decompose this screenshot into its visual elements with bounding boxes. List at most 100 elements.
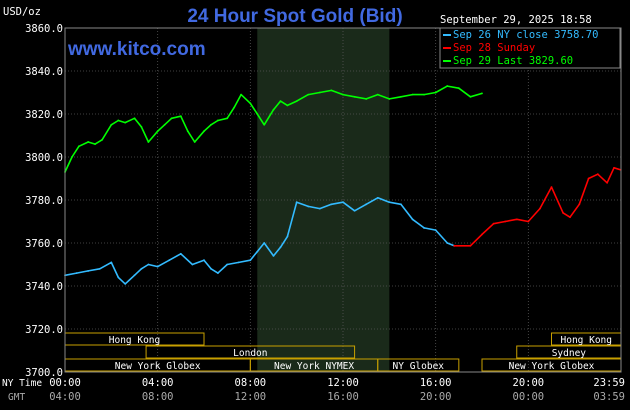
series-point — [353, 95, 356, 98]
x-tick-label-gmt: 12:00 — [235, 391, 267, 403]
series-point — [492, 222, 495, 225]
series-point — [606, 181, 608, 184]
series-point — [307, 93, 310, 96]
series-point — [140, 267, 143, 270]
series-point — [240, 93, 242, 96]
session-label: London — [233, 348, 267, 359]
series-point — [168, 259, 171, 262]
series-point — [481, 92, 483, 95]
series-point — [411, 93, 414, 96]
series-point — [457, 87, 460, 90]
site-watermark: www.kitco.com — [67, 39, 206, 60]
session-label: NY Globex — [393, 361, 445, 372]
y-tick-label: 3840.0 — [25, 66, 63, 78]
series-point — [87, 141, 90, 143]
series-point — [156, 130, 159, 133]
series-point — [578, 203, 581, 206]
y-unit-label: USD/oz — [3, 6, 41, 18]
series-point — [527, 220, 530, 223]
series-point — [423, 93, 425, 96]
x-row-label-nytime: NY Time — [2, 378, 42, 389]
x-tick-label-ny: 20:00 — [513, 377, 545, 389]
session-box — [377, 358, 460, 372]
series-point — [226, 117, 229, 120]
series-point — [365, 203, 368, 206]
series-point — [110, 123, 113, 126]
series-point — [446, 242, 449, 244]
series-point — [263, 242, 266, 244]
series-point — [193, 141, 196, 143]
series-point — [179, 115, 182, 118]
series-point — [318, 207, 321, 210]
series-point — [256, 250, 259, 253]
series-point — [249, 102, 252, 105]
series-point — [217, 272, 219, 274]
x-tick-label-gmt: 20:00 — [420, 391, 452, 403]
series-point — [279, 100, 282, 102]
series-point — [170, 117, 173, 120]
series-point — [469, 95, 472, 98]
series-point — [353, 209, 356, 212]
series-point — [179, 252, 182, 255]
series-point — [147, 141, 150, 143]
x-tick-label-ny: 23:59 — [593, 377, 625, 389]
series-point — [98, 267, 101, 270]
series-point — [117, 119, 120, 122]
series-point — [124, 282, 127, 285]
series-point — [249, 259, 252, 262]
x-tick-label-ny: 16:00 — [420, 377, 452, 389]
y-tick-label: 3780.0 — [25, 195, 63, 207]
series-point — [446, 85, 449, 87]
series-point — [342, 201, 344, 204]
price-lines — [64, 85, 622, 285]
series-point — [279, 246, 282, 249]
series-point — [147, 263, 150, 266]
series-point — [263, 123, 266, 126]
session-label: New York Globex — [115, 361, 201, 372]
series-point — [400, 203, 402, 206]
series-point — [203, 130, 205, 133]
y-tick-label: 3740.0 — [25, 281, 63, 293]
series-point — [203, 259, 205, 262]
legend-label: Sep 28 Sunday — [453, 42, 535, 54]
series-point — [411, 218, 414, 221]
series-point — [434, 229, 437, 232]
series-point — [376, 93, 379, 96]
y-tick-label: 3860.0 — [25, 23, 63, 35]
session-label: Hong Kong — [561, 335, 612, 346]
legend-label: Sep 29 Last 3829.60 — [453, 55, 573, 67]
session-box — [145, 345, 356, 359]
session-label: New York NYMEX — [274, 361, 354, 372]
series-point — [434, 91, 437, 94]
x-tick-label-ny: 00:00 — [49, 377, 81, 389]
series-point — [550, 186, 553, 189]
series-point — [237, 261, 240, 264]
series-point — [124, 121, 127, 124]
timestamp: September 29, 2025 18:58 — [440, 14, 592, 26]
series-point — [87, 270, 90, 272]
series-point — [481, 233, 483, 236]
x-row-label-gmt: GMT — [8, 392, 25, 403]
series-point — [217, 119, 219, 122]
x-tick-label-ny: 08:00 — [235, 377, 267, 389]
series-point — [78, 145, 80, 148]
series-point — [140, 126, 143, 128]
chart-title: 24 Hour Spot Gold (Bid) — [187, 6, 402, 27]
series-point — [210, 123, 212, 126]
legend: September 29, 2025 18:58 Sep 26 NY close… — [439, 14, 621, 69]
series-point — [388, 201, 391, 204]
series-point — [365, 98, 368, 100]
series-point — [133, 117, 136, 120]
x-axis-labels: NY Time GMT 00:00 04:00 08:00 12:00 16:00 20:00… — [2, 377, 625, 403]
plot-frame — [64, 27, 622, 373]
series-line — [64, 197, 455, 285]
series-point — [295, 100, 298, 102]
x-tick-label-gmt: 00:00 — [513, 391, 545, 403]
series-point — [330, 89, 333, 92]
series-point — [569, 216, 571, 219]
series-point — [272, 108, 275, 111]
y-tick-label: 3700.0 — [25, 367, 63, 379]
series-point — [71, 156, 73, 158]
